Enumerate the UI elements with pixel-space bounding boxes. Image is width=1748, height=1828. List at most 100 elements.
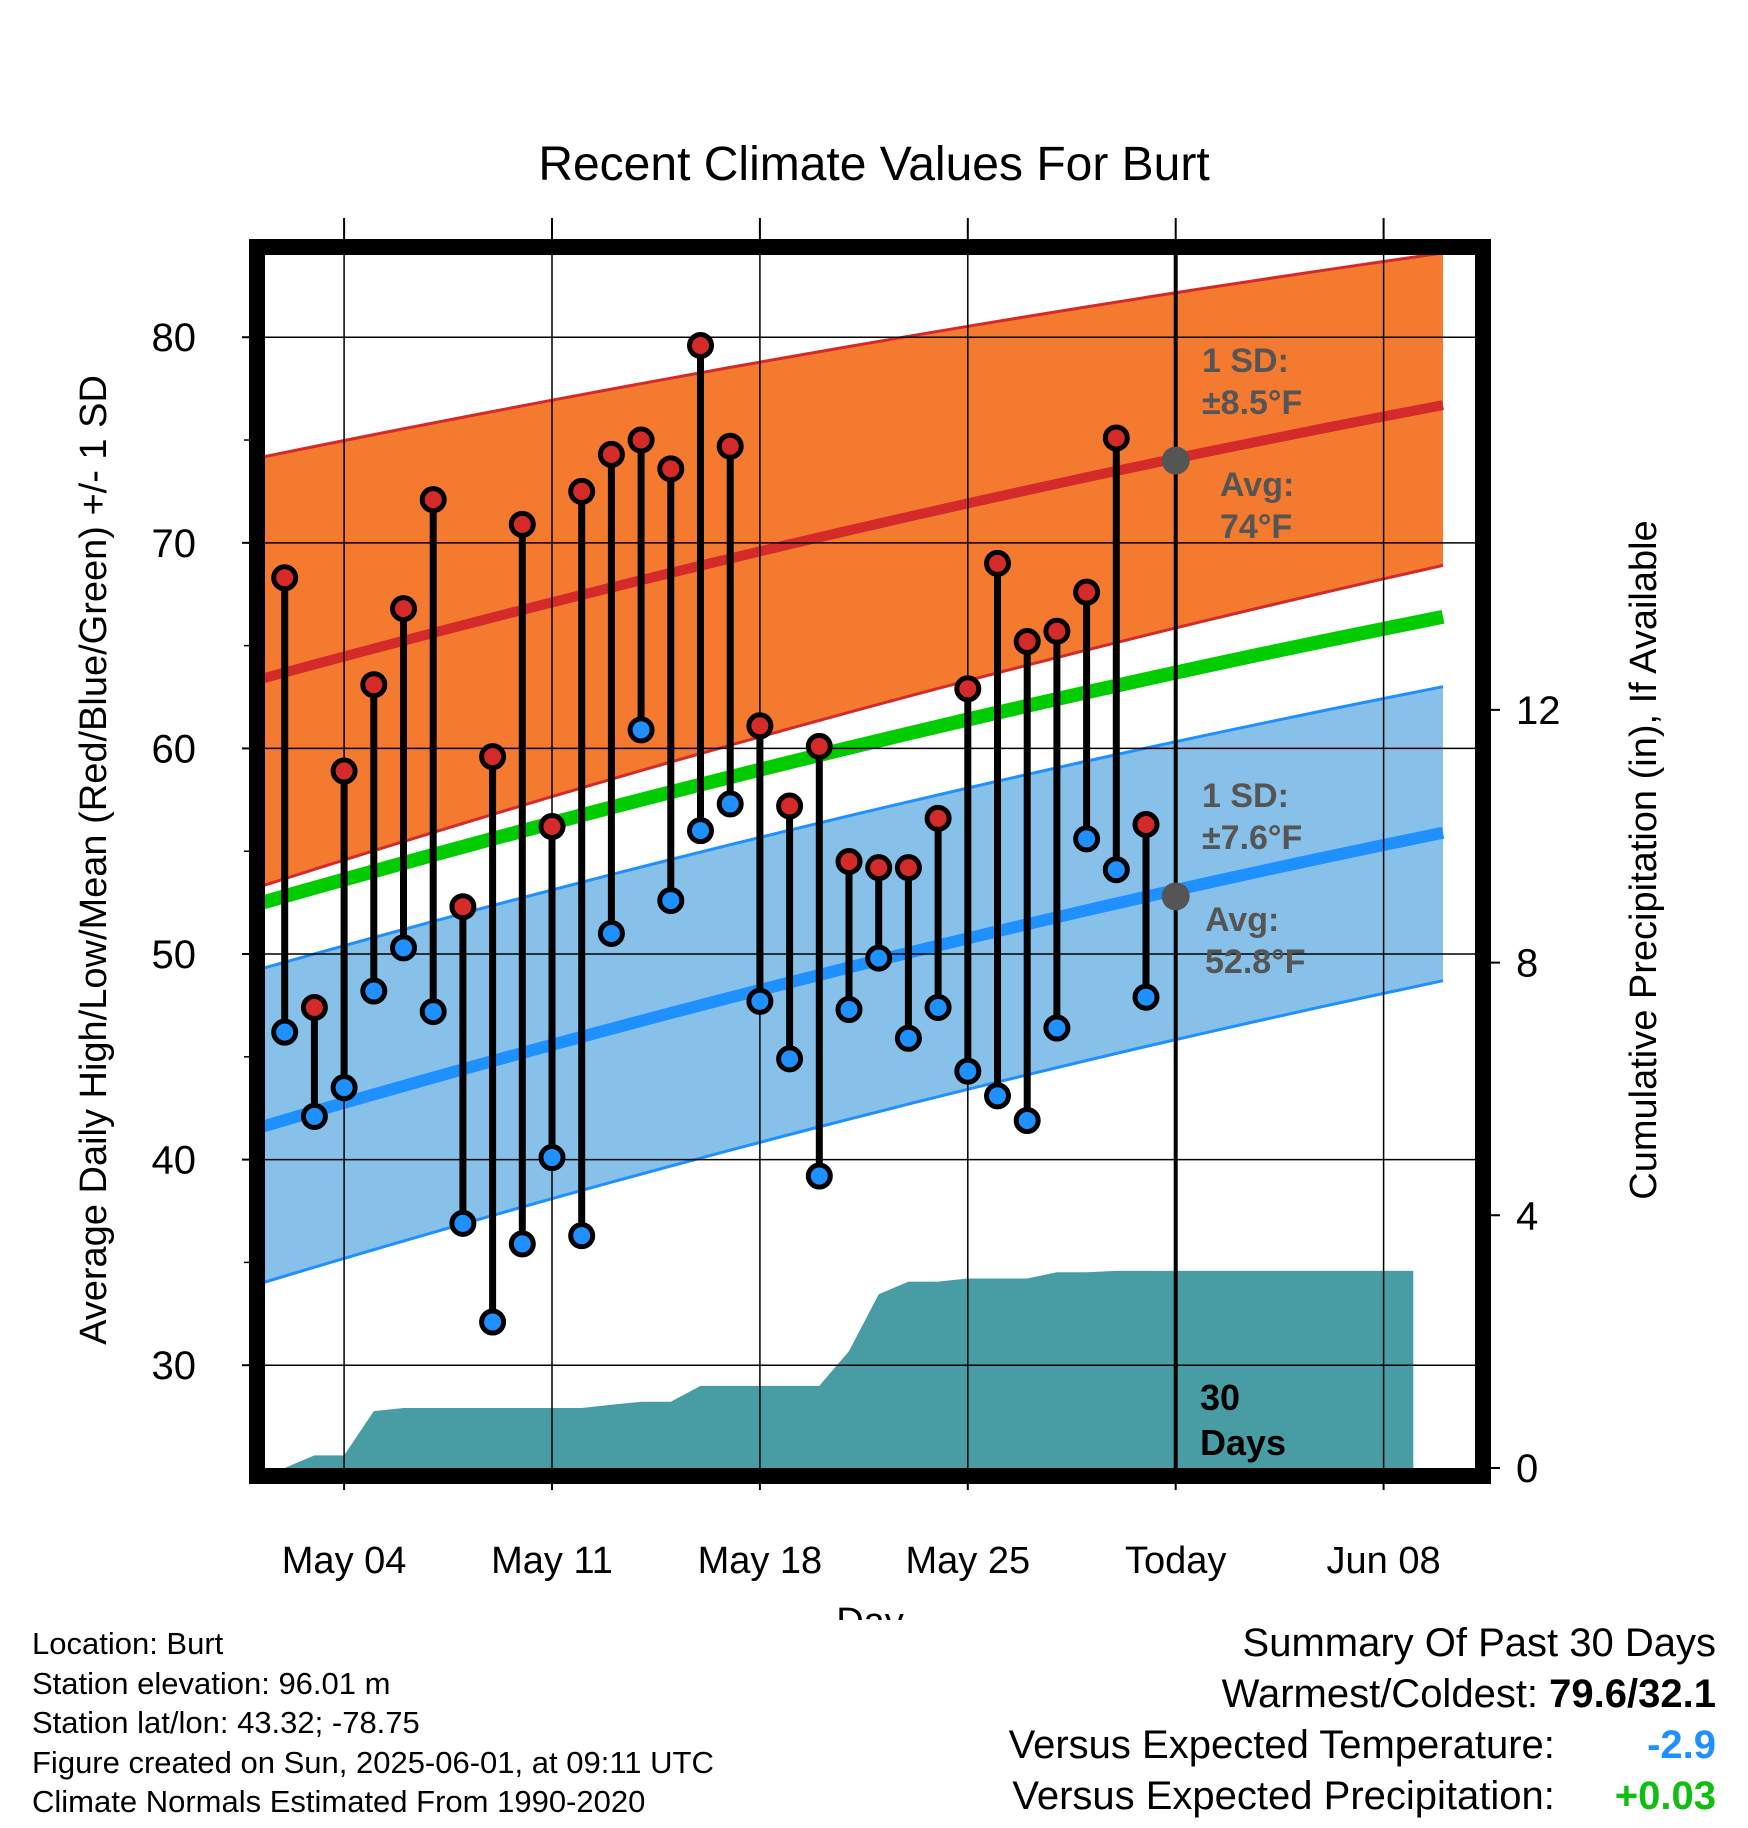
low-temp-point xyxy=(865,944,893,972)
high-avg-marker xyxy=(1161,446,1190,475)
high-temp-point xyxy=(776,792,804,820)
high-temp-point xyxy=(360,671,388,699)
elevation-text: Station elevation: 96.01 m xyxy=(32,1665,391,1701)
period-days-label: Days xyxy=(1200,1422,1286,1463)
y-tick-label: 80 xyxy=(152,316,197,360)
high-temp-point xyxy=(330,757,358,785)
low-temp-point xyxy=(271,1018,299,1046)
x-tick-label: May 11 xyxy=(491,1540,613,1582)
high-avg-value: 74°F xyxy=(1220,508,1292,546)
low-temp-point xyxy=(508,1230,536,1258)
climate-chart: Recent Climate Values For Burt 1 SD: ±8.5… xyxy=(73,138,1665,1620)
low-temp-point xyxy=(1073,825,1101,853)
precip-value: +0.03 xyxy=(1614,1774,1716,1818)
warm-cold-label: Warmest/Coldest: xyxy=(1221,1672,1539,1716)
y-tick-label: 60 xyxy=(152,727,197,771)
low-temp-point xyxy=(746,987,774,1015)
low-avg-label: Avg: xyxy=(1205,901,1279,939)
low-temp-point xyxy=(835,996,863,1024)
high-temp-point xyxy=(508,510,536,538)
warm-cold-value: 79.6/32.1 xyxy=(1549,1672,1716,1716)
plot-clip-group xyxy=(265,255,1475,1468)
high-temp-point xyxy=(1102,424,1130,452)
created-text: Figure created on Sun, 2025-06-01, at 09… xyxy=(32,1744,714,1780)
y-tick-label: 50 xyxy=(152,933,197,977)
low-sd-label: 1 SD: xyxy=(1202,777,1289,815)
high-temp-point xyxy=(538,813,566,841)
low-temp-point xyxy=(538,1144,566,1172)
y-tick-label: 70 xyxy=(152,522,197,566)
high-temp-point xyxy=(805,732,833,760)
y2-tick-label: 0 xyxy=(1516,1447,1538,1491)
low-temp-point xyxy=(687,817,714,845)
high-temp-point xyxy=(894,854,922,882)
high-temp-point xyxy=(1043,617,1071,645)
high-temp-point xyxy=(449,893,477,921)
x-tick-label: Today xyxy=(1125,1540,1226,1582)
summary-warm-cold: Warmest/Coldest: 79.6/32.1 xyxy=(1009,1669,1716,1720)
high-temp-point xyxy=(687,331,714,359)
low-temp-point xyxy=(1102,856,1130,884)
low-temp-point xyxy=(894,1024,922,1052)
low-temp-point xyxy=(1132,983,1160,1011)
station-info: Location: Burt Station elevation: 96.01 … xyxy=(32,1624,714,1822)
summary-temp: Versus Expected Temperature: -2.9 xyxy=(1009,1720,1716,1771)
low-temp-point xyxy=(1013,1107,1041,1135)
high-sd-label: 1 SD: xyxy=(1202,342,1289,380)
summary-precip: Versus Expected Precipitation: +0.03 xyxy=(1009,1771,1716,1822)
low-sd-band-upper-edge xyxy=(265,685,1444,970)
low-temp-point xyxy=(449,1209,477,1237)
low-temp-point xyxy=(479,1308,507,1336)
high-temp-point xyxy=(271,564,299,592)
high-temp-point xyxy=(865,854,893,882)
high-temp-point xyxy=(627,426,655,454)
summary-panel: Summary Of Past 30 Days Warmest/Coldest:… xyxy=(1009,1618,1716,1822)
high-temp-point xyxy=(419,486,447,514)
high-avg-line xyxy=(265,400,1444,684)
latlon-text: Station lat/lon: 43.32; -78.75 xyxy=(32,1705,420,1740)
y2-tick-label: 12 xyxy=(1516,689,1561,733)
high-avg-label: Avg: xyxy=(1220,466,1294,504)
high-temp-point xyxy=(300,993,328,1021)
high-temp-point xyxy=(746,712,774,740)
high-sd-band-upper-edge xyxy=(265,255,1439,459)
high-temp-point xyxy=(954,675,982,703)
location-text: Location: Burt xyxy=(32,1626,224,1661)
high-temp-point xyxy=(716,432,744,460)
low-temp-point xyxy=(568,1222,596,1250)
high-temp-point xyxy=(390,595,417,623)
high-temp-point xyxy=(568,477,596,505)
low-avg-value: 52.8°F xyxy=(1205,943,1306,981)
low-temp-point xyxy=(984,1082,1011,1110)
low-avg-marker xyxy=(1161,882,1190,911)
high-temp-point xyxy=(597,440,625,468)
chart-title: Recent Climate Values For Burt xyxy=(538,138,1209,191)
x-tick-label: May 04 xyxy=(282,1540,407,1582)
period-days-number: 30 xyxy=(1200,1377,1240,1418)
y-axis-label: Average Daily High/Low/Mean (Red/Blue/Gr… xyxy=(73,375,115,1345)
low-temp-point xyxy=(360,977,388,1005)
high-sd-band-lower-edge xyxy=(265,563,1444,887)
high-temp-point xyxy=(1073,578,1101,606)
low-temp-point xyxy=(1043,1014,1071,1042)
summary-title: Summary Of Past 30 Days xyxy=(1242,1621,1716,1665)
x-tick-label: Jun 08 xyxy=(1327,1540,1441,1582)
low-temp-point xyxy=(419,998,447,1026)
low-temp-point xyxy=(954,1057,982,1085)
high-temp-point xyxy=(1013,628,1041,656)
low-temp-point xyxy=(390,934,417,962)
plot-frame xyxy=(249,239,1491,1484)
low-temp-point xyxy=(330,1074,358,1102)
high-temp-point xyxy=(835,848,863,875)
temp-label: Versus Expected Temperature: xyxy=(1008,1723,1555,1767)
low-temp-point xyxy=(924,993,952,1021)
low-temp-point xyxy=(627,716,655,744)
high-temp-point xyxy=(657,455,685,483)
y-tick-label: 30 xyxy=(152,1344,197,1388)
high-sd-value: ±8.5°F xyxy=(1202,384,1302,422)
low-temp-point xyxy=(597,919,625,947)
low-temp-point xyxy=(300,1102,328,1130)
low-temp-point xyxy=(657,887,685,915)
x-tick-label: May 18 xyxy=(698,1540,823,1582)
x-tick-label: May 25 xyxy=(905,1540,1030,1582)
